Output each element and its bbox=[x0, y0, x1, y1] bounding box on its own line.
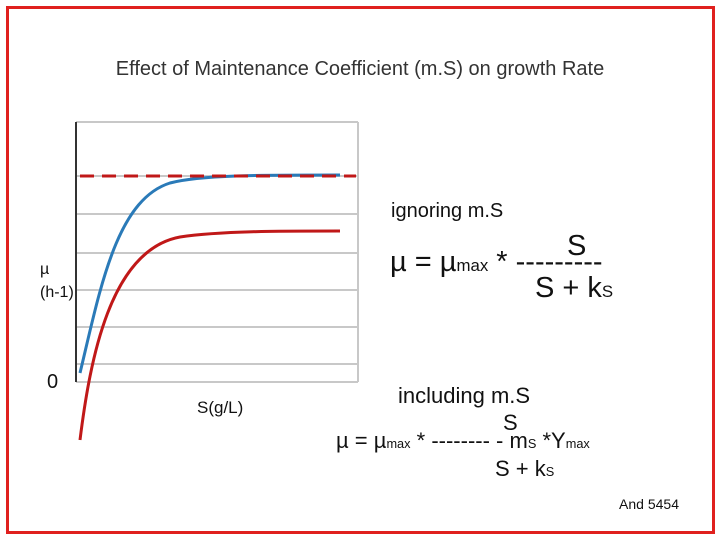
eq2-dashes: -------- bbox=[431, 428, 490, 453]
eq2-numerator: S bbox=[503, 410, 518, 435]
eq2-denominator: S + kS bbox=[495, 456, 554, 482]
eq2-times: *Y bbox=[536, 428, 566, 453]
footer-note: And 5454 bbox=[619, 496, 679, 512]
eq1-den-text: S + k bbox=[535, 272, 602, 304]
y-axis-label: µ (h-1) bbox=[40, 258, 74, 304]
x-axis-label: S(g/L) bbox=[197, 398, 244, 417]
y-axis-unit: (h-1) bbox=[40, 284, 74, 301]
eq1-star: * bbox=[488, 246, 516, 278]
eq2-mu-sub: max bbox=[386, 436, 411, 451]
y-axis-symbol: µ bbox=[40, 261, 50, 278]
eq1-denominator: S + kS bbox=[535, 272, 613, 305]
eq1-mu: µ = µ bbox=[390, 246, 457, 278]
eq2-den-text: S + k bbox=[495, 456, 546, 481]
eq2-star: * bbox=[410, 428, 432, 453]
eq2-m-sub: S bbox=[527, 436, 537, 451]
slide-frame bbox=[6, 6, 715, 534]
eq2-den-sub: S bbox=[545, 464, 555, 479]
eq1-numerator: S bbox=[567, 230, 587, 262]
equation-2: µ = µmax * -------- - mS *Ymax bbox=[336, 428, 590, 454]
including-label: including m.S bbox=[398, 383, 531, 408]
eq2-mu: µ = µ bbox=[336, 428, 387, 453]
eq2-minus: - m bbox=[489, 428, 528, 453]
series-line-1 bbox=[78, 229, 341, 441]
equation-1: µ = µmax * --------- bbox=[390, 246, 603, 279]
eq1-mu-sub: max bbox=[456, 256, 489, 275]
origin-label: 0 bbox=[47, 371, 59, 393]
eq1-dashes: --------- bbox=[515, 246, 603, 278]
eq2-y-sub: max bbox=[565, 436, 590, 451]
chart-title: Effect of Maintenance Coefficient (m.S) … bbox=[115, 58, 605, 80]
series-line-0 bbox=[78, 173, 341, 374]
ignoring-label: ignoring m.S bbox=[391, 200, 504, 222]
eq1-den-sub: S bbox=[601, 282, 614, 301]
